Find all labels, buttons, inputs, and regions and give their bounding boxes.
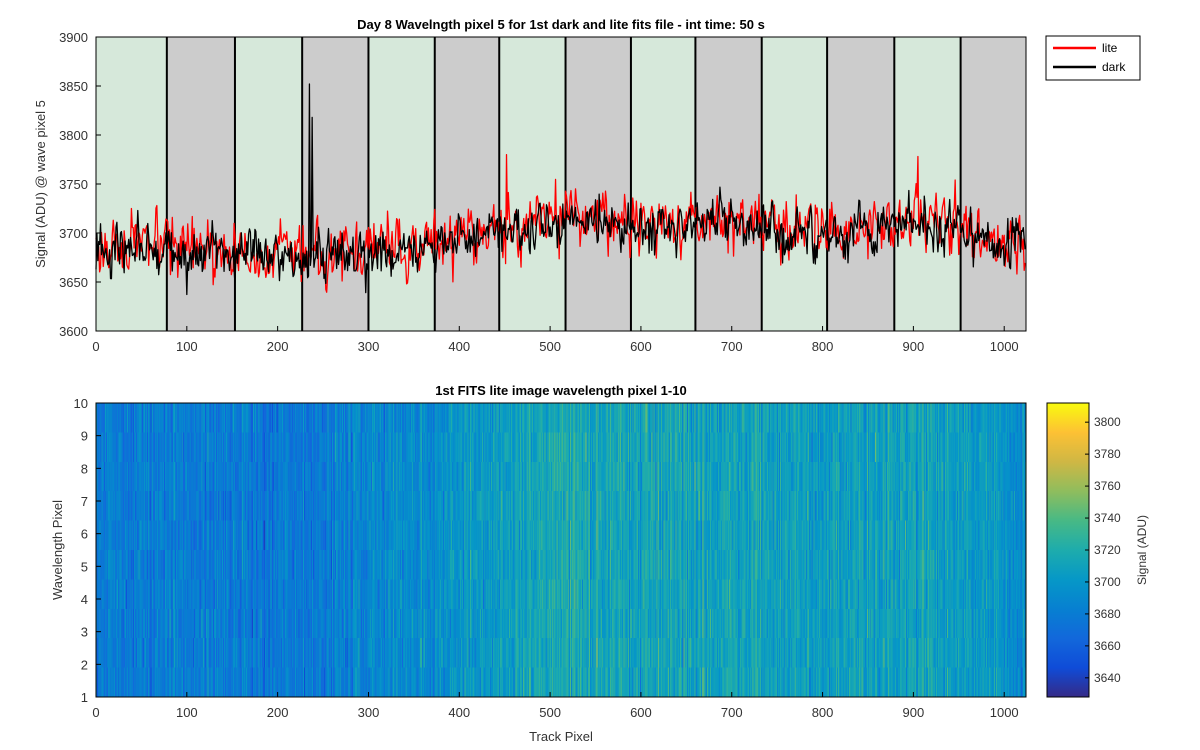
colorbar-label: Signal (ADU) <box>1135 515 1149 585</box>
legend: lite dark <box>1045 35 1141 81</box>
colorbar-tick-label: 3780 <box>1094 447 1121 461</box>
x-tick-label: 200 <box>267 339 289 354</box>
y-tick-label: 7 <box>81 494 88 509</box>
x-tick-label: 400 <box>448 339 470 354</box>
y-tick-label: 5 <box>81 559 88 574</box>
y-tick-label: 9 <box>81 429 88 444</box>
chart-title: Day 8 Wavelngth pixel 5 for 1st dark and… <box>357 17 765 32</box>
colorbar-tick-label: 3680 <box>1094 607 1121 621</box>
x-tick-label: 600 <box>630 705 652 720</box>
x-tick-label: 800 <box>812 705 834 720</box>
y-tick-label: 3700 <box>59 226 88 241</box>
x-tick-label: 400 <box>448 705 470 720</box>
background-band <box>96 37 167 331</box>
background-band <box>695 37 762 331</box>
colorbar-tick-label: 3660 <box>1094 639 1121 653</box>
heatmap-panel: 0 100 200 300 400 500 600 700 800 900 1000 1 2 3 4 5 6 7… <box>50 383 1149 744</box>
colorbar-tick-label: 3740 <box>1094 511 1121 525</box>
background-band <box>434 37 500 331</box>
x-tick-label: 300 <box>358 705 380 720</box>
x-axis-ticks: 0 100 200 300 400 500 600 700 800 900 1000 <box>92 692 1019 720</box>
y-tick-label: 3850 <box>59 79 88 94</box>
y-axis-label: Wavelength Pixel <box>50 500 65 600</box>
heatmap-image <box>96 403 1026 697</box>
y-tick-label: 3800 <box>59 128 88 143</box>
panel-dividers <box>165 37 962 331</box>
series-line-lite <box>95 153 1026 293</box>
x-axis-label: Track Pixel <box>529 729 593 744</box>
x-axis-ticks: 0 100 200 300 400 500 600 700 800 900 1000 <box>92 326 1019 354</box>
x-tick-label: 700 <box>721 705 743 720</box>
x-tick-label: 1000 <box>990 705 1019 720</box>
colorbar: 3640 3660 3680 3700 3720 3740 3760 3780 3800 Sig… <box>1046 402 1149 698</box>
x-tick-label: 0 <box>92 339 99 354</box>
background-band <box>499 37 566 331</box>
colorbar-tick-label: 3800 <box>1094 415 1121 429</box>
y-axis-ticks: 1 2 3 4 5 6 7 8 9 10 <box>74 396 101 705</box>
y-axis-ticks: 3600 3650 3700 3750 3800 3850 3900 <box>59 30 101 339</box>
background-band <box>894 37 961 331</box>
y-tick-label: 3650 <box>59 275 88 290</box>
x-tick-label: 900 <box>903 705 925 720</box>
background-band <box>761 37 828 331</box>
background-band <box>234 37 303 331</box>
x-tick-label: 100 <box>176 339 198 354</box>
series-lines <box>95 83 1026 296</box>
chart-title: 1st FITS lite image wavelength pixel 1-1… <box>435 383 686 398</box>
colorbar-tick-label: 3720 <box>1094 543 1121 557</box>
series-line-dark <box>95 83 1026 296</box>
background-band <box>630 37 696 331</box>
x-tick-label: 200 <box>267 705 289 720</box>
legend-label-dark: dark <box>1102 60 1126 74</box>
y-tick-label: 3900 <box>59 30 88 45</box>
background-band <box>565 37 631 331</box>
x-tick-label: 1000 <box>990 339 1019 354</box>
y-tick-label: 10 <box>74 396 88 411</box>
colorbar-tick-label: 3700 <box>1094 575 1121 589</box>
line-chart-panel: 0 100 200 300 400 500 600 700 800 900 1000 3600 365… <box>33 17 1141 354</box>
x-tick-label: 100 <box>176 705 198 720</box>
plot-frame <box>95 402 1027 698</box>
y-tick-label: 2 <box>81 657 88 672</box>
x-tick-label: 500 <box>539 339 561 354</box>
legend-label-lite: lite <box>1102 41 1118 55</box>
y-tick-label: 6 <box>81 527 88 542</box>
background-band <box>368 37 435 331</box>
x-tick-label: 900 <box>903 339 925 354</box>
colorbar-tick-label: 3760 <box>1094 479 1121 493</box>
background-band <box>960 37 1026 331</box>
heatmap-cells <box>96 403 1026 697</box>
y-tick-label: 1 <box>81 690 88 705</box>
x-tick-label: 600 <box>630 339 652 354</box>
background-bands <box>96 37 1026 331</box>
legend-box <box>1045 35 1141 81</box>
x-tick-label: 700 <box>721 339 743 354</box>
x-tick-label: 800 <box>812 339 834 354</box>
y-tick-label: 4 <box>81 592 88 607</box>
colorbar-gradient <box>1046 402 1090 698</box>
x-tick-label: 500 <box>539 705 561 720</box>
x-tick-label: 0 <box>92 705 99 720</box>
y-tick-label: 8 <box>81 461 88 476</box>
background-band <box>166 37 235 331</box>
y-tick-label: 3 <box>81 625 88 640</box>
colorbar-tick-label: 3640 <box>1094 671 1121 685</box>
background-band <box>827 37 895 331</box>
y-tick-label: 3750 <box>59 177 88 192</box>
y-tick-label: 3600 <box>59 324 88 339</box>
x-tick-label: 300 <box>358 339 380 354</box>
y-axis-label: Signal (ADU) @ wave pixel 5 <box>33 100 48 268</box>
colorbar-ticks: 3640 3660 3680 3700 3720 3740 3760 3780 3800 <box>1085 415 1121 685</box>
